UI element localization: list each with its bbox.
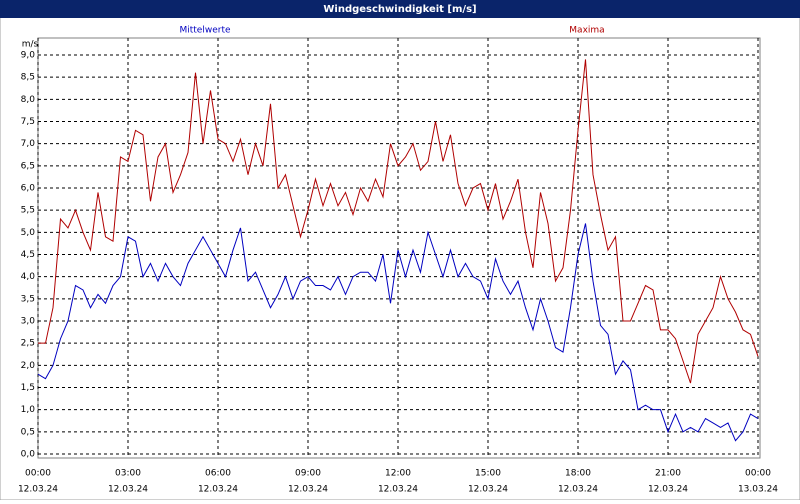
plot-frame [37, 37, 761, 459]
x-tick-date: 12.03.24 [378, 485, 418, 495]
x-tick-label: 03:00 [115, 469, 141, 479]
x-tick-date: 12.03.24 [18, 485, 58, 495]
y-unit-label: m/s [22, 40, 39, 50]
y-tick-label: 3,5 [21, 294, 35, 304]
y-tick-label: 4,0 [21, 272, 36, 282]
chart-title: Windgeschwindigkeit [m/s] [323, 4, 476, 15]
y-tick-label: 0,0 [21, 450, 36, 460]
x-tick-label: 18:00 [565, 469, 591, 479]
x-tick-date: 12.03.24 [648, 485, 688, 495]
y-tick-label: 4,5 [21, 250, 35, 260]
y-tick-label: 5,0 [21, 228, 36, 238]
x-tick-label: 15:00 [475, 469, 501, 479]
y-tick-label: 7,0 [21, 139, 36, 149]
x-tick-date: 12.03.24 [198, 485, 238, 495]
x-tick-label: 21:00 [655, 469, 681, 479]
x-tick-date: 12.03.24 [108, 485, 148, 495]
y-tick-label: 2,5 [21, 339, 35, 349]
data-line [37, 223, 759, 442]
x-tick-label: 06:00 [205, 469, 231, 479]
x-tick-date: 13.03.24 [738, 485, 778, 495]
y-tick-label: 8,0 [21, 95, 36, 105]
legend-entry: Maxima [569, 26, 604, 36]
y-tick-label: 7,5 [21, 117, 35, 127]
y-tick-label: 0,5 [21, 427, 35, 437]
y-tick-label: 6,0 [21, 184, 36, 194]
y-tick-label: 9,0 [21, 51, 36, 61]
x-tick-date: 12.03.24 [558, 485, 598, 495]
data-line [38, 59, 759, 384]
y-tick-label: 3,0 [21, 317, 36, 327]
x-tick-label: 00:00 [25, 469, 51, 479]
x-tick-label: 12:00 [385, 469, 411, 479]
x-tick-label: 00:00 [745, 469, 771, 479]
y-tick-label: 1,0 [21, 405, 36, 415]
y-tick-label: 5,5 [21, 206, 35, 216]
y-tick-label: 6,5 [21, 161, 35, 171]
x-tick-label: 09:00 [295, 469, 321, 479]
y-tick-label: 1,5 [21, 383, 35, 393]
x-tick-date: 12.03.24 [468, 485, 508, 495]
title-bar [0, 0, 800, 18]
legend-entry: Mittelwerte [179, 26, 230, 36]
y-tick-label: 8,5 [21, 73, 35, 83]
y-tick-label: 2,0 [21, 361, 36, 371]
x-tick-date: 12.03.24 [288, 485, 328, 495]
